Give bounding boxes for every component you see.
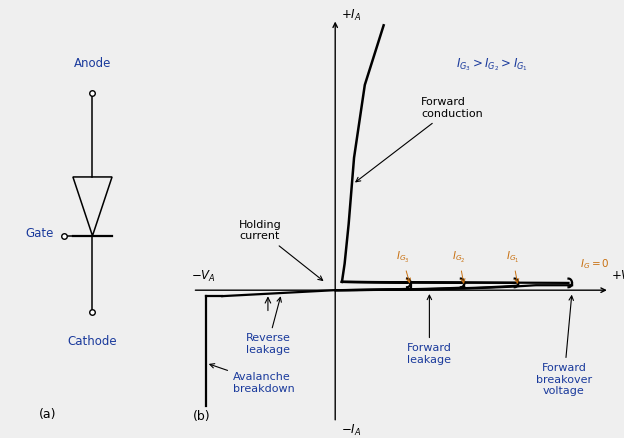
Text: $I_{G_3} > I_{G_2} > I_{G_1}$: $I_{G_3} > I_{G_2} > I_{G_1}$ (456, 57, 529, 73)
Text: $-I_A$: $-I_A$ (341, 423, 361, 438)
Text: (a): (a) (39, 408, 57, 421)
Text: Anode: Anode (74, 57, 111, 70)
Text: Forward
conduction: Forward conduction (356, 97, 483, 182)
Text: $I_{G_3}$: $I_{G_3}$ (396, 251, 411, 283)
Text: $+V_A$: $+V_A$ (611, 268, 624, 283)
Text: Cathode: Cathode (67, 335, 117, 348)
Text: Reverse
leakage: Reverse leakage (245, 297, 290, 355)
Text: Gate: Gate (25, 227, 53, 240)
Text: Forward
breakover
voltage: Forward breakover voltage (536, 296, 592, 396)
Text: Forward
leakage: Forward leakage (407, 295, 452, 365)
Text: $I_{G_2}$: $I_{G_2}$ (452, 251, 466, 283)
Text: $I_{G_1}$: $I_{G_1}$ (506, 251, 520, 283)
Text: $+I_A$: $+I_A$ (341, 8, 361, 23)
Text: $I_G = 0$: $I_G = 0$ (580, 257, 610, 271)
Text: $-V_A$: $-V_A$ (191, 268, 216, 283)
Text: Holding
current: Holding current (238, 220, 323, 280)
Text: (b): (b) (193, 410, 210, 423)
Text: Avalanche
breakdown: Avalanche breakdown (210, 364, 295, 394)
